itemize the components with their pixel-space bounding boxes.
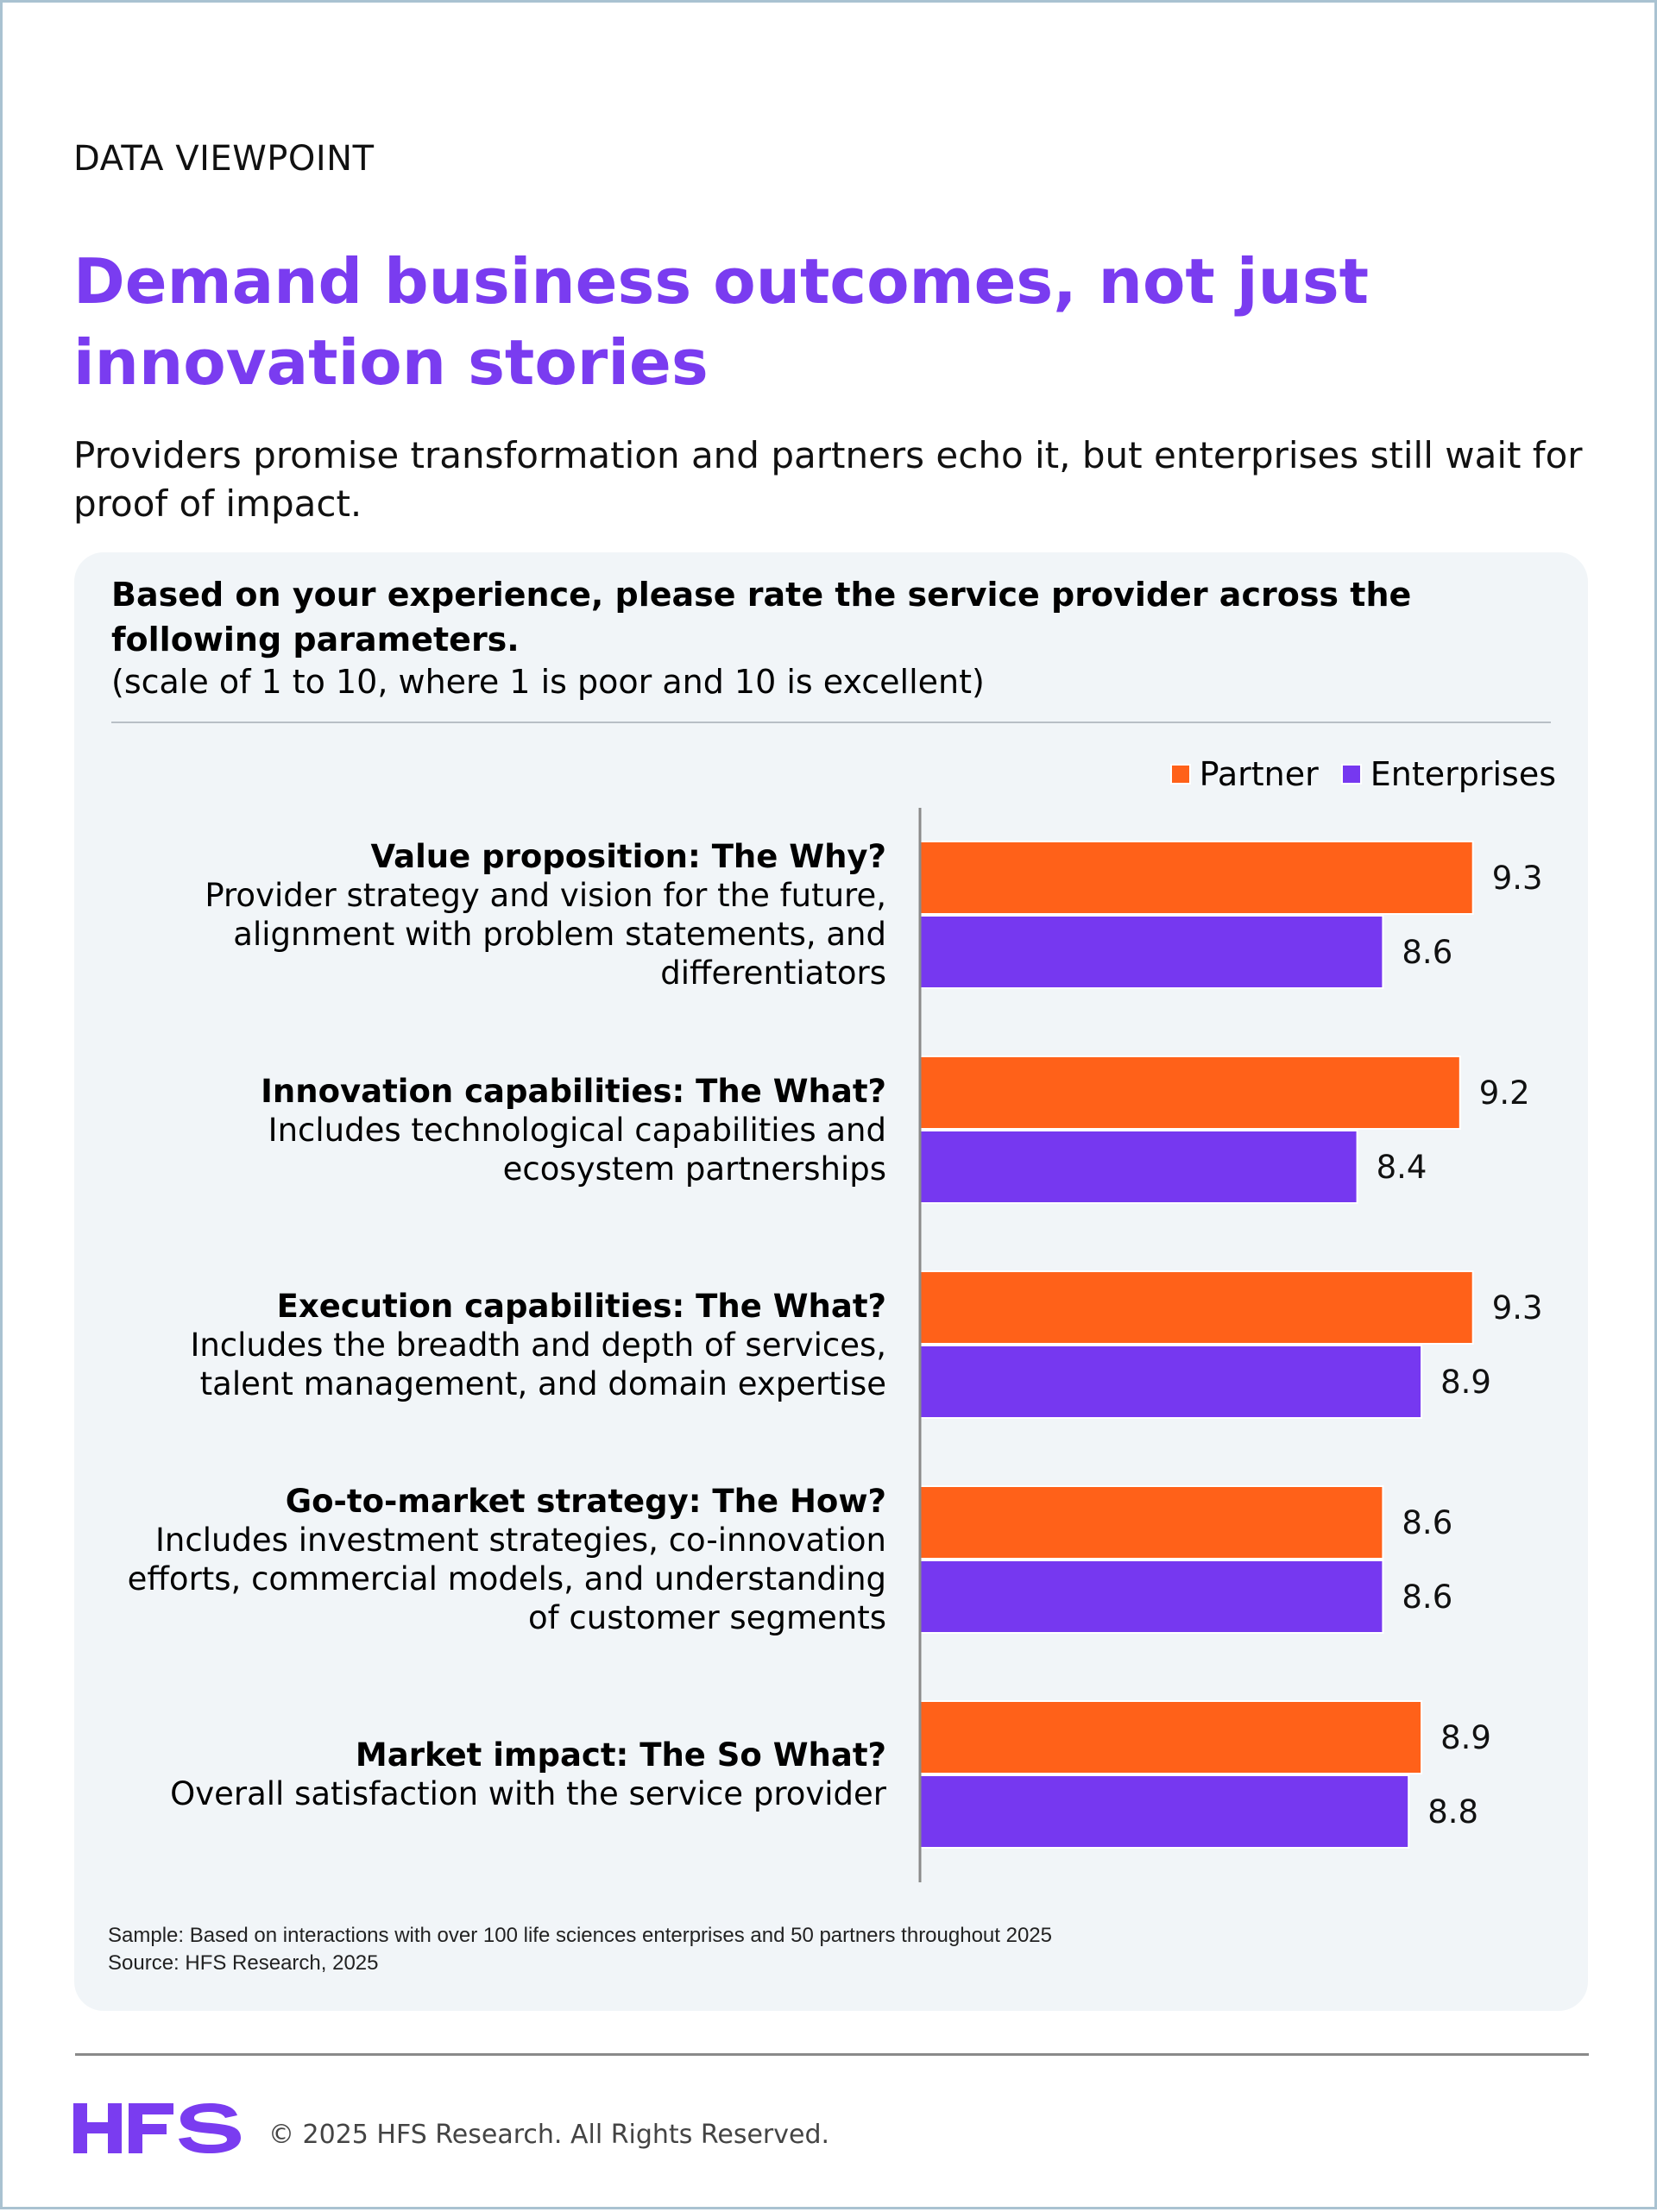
legend-item-enterprises: Enterprises [1340,755,1556,793]
bar-partner-3 [919,1270,1474,1345]
bar-enterprises-4 [919,1560,1384,1634]
category-title: Go-to-market strategy: The How? [285,1483,886,1520]
legend-item-partner: Partner [1169,755,1319,793]
bar-partner-1 [919,841,1474,915]
category-title: Execution capabilities: The What? [276,1287,886,1325]
bar-enterprises-3 [919,1345,1423,1419]
data-label-partner-3: 9.3 [1492,1289,1543,1327]
category-description: Includes investment strategies, co-innov… [127,1522,886,1636]
survey-question: Based on your experience, please rate th… [111,576,1412,659]
scale-note: (scale of 1 to 10, where 1 is poor and 1… [111,663,985,701]
data-label-enterprises-2: 8.4 [1377,1149,1427,1186]
legend-swatch-enterprises [1340,764,1362,785]
category-description: Includes technological capabilities and … [268,1111,886,1188]
bar-chart: 9.38.69.28.49.38.98.68.68.98.8 [918,808,1543,1882]
category-description: Provider strategy and vision for the fut… [205,877,886,992]
bar-partner-5 [919,1700,1423,1774]
category-title: Value proposition: The Why? [370,838,886,875]
copyright-text: © 2025 HFS Research. All Rights Reserved… [268,2120,830,2150]
bar-enterprises-2 [919,1130,1358,1204]
data-label-enterprises-5: 8.8 [1427,1793,1478,1831]
eyebrow-label: DATA VIEWPOINT [73,139,375,179]
category-label: Value proposition: The Why? Provider stra… [41,837,886,993]
page-title: Demand business outcomes, not just innov… [73,245,1370,399]
card-divider [111,722,1551,723]
data-label-partner-5: 8.9 [1440,1719,1491,1756]
data-label-enterprises-3: 8.9 [1440,1364,1491,1401]
legend-label-enterprises: Enterprises [1370,755,1556,793]
bar-partner-2 [919,1056,1461,1130]
hfs-logo [73,2103,241,2153]
bar-partner-4 [919,1485,1384,1560]
chart-legend: Partner Enterprises [1168,755,1556,793]
source-note: Source: HFS Research, 2025 [108,1951,379,1975]
category-label: Execution capabilities: The What? Include… [41,1287,886,1403]
data-label-enterprises-4: 8.6 [1402,1579,1452,1616]
category-title: Market impact: The So What? [355,1736,886,1774]
category-label: Market impact: The So What? Overall satis… [41,1736,886,1813]
category-title: Innovation capabilities: The What? [261,1072,886,1110]
sample-note: Sample: Based on interactions with over … [108,1924,1052,1947]
legend-label-partner: Partner [1199,755,1319,793]
category-description: Overall satisfaction with the service pr… [170,1775,886,1812]
category-description: Includes the breadth and depth of servic… [190,1326,886,1402]
bar-enterprises-5 [919,1774,1410,1849]
data-label-enterprises-1: 8.6 [1402,934,1452,971]
data-label-partner-1: 9.3 [1492,860,1543,897]
data-label-partner-4: 8.6 [1402,1504,1452,1541]
data-label-partner-2: 9.2 [1479,1074,1530,1112]
chart-notes: Sample: Based on interactions with over … [108,1922,1052,1977]
page-subtitle: Providers promise transformation and par… [73,434,1583,525]
category-label: Innovation capabilities: The What? Includ… [41,1072,886,1188]
category-label: Go-to-market strategy: The How? Includes … [41,1482,886,1637]
bar-enterprises-1 [919,915,1384,989]
legend-swatch-partner [1169,764,1191,785]
footer-divider [75,2053,1589,2056]
